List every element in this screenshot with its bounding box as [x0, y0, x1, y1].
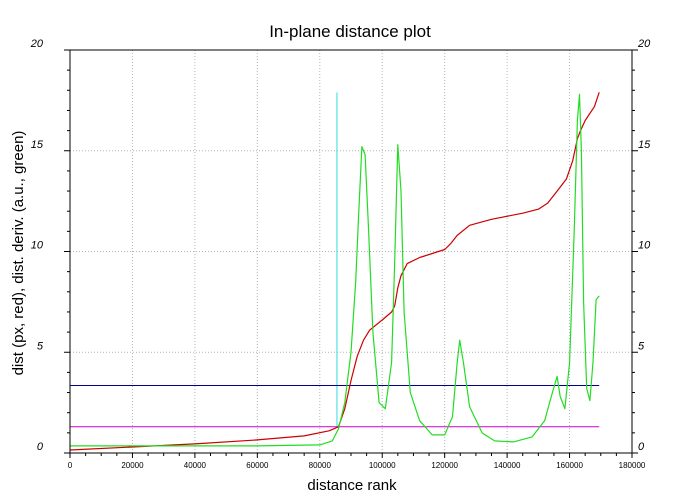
x-tick-label: 40000	[184, 461, 207, 470]
x-tick-label: 100000	[369, 461, 396, 470]
chart-title: In-plane distance plot	[269, 22, 431, 41]
plot-series	[69, 92, 600, 451]
x-tick-label: 60000	[246, 461, 269, 470]
y-tick-label-left: 0	[37, 441, 44, 453]
series-line-0	[69, 92, 600, 451]
y-tick-label-right: 15	[638, 139, 651, 151]
x-tick-label: 120000	[431, 461, 458, 470]
y-tick-label-left: 5	[37, 340, 44, 352]
x-tick-label: 20000	[121, 461, 144, 470]
x-tick-label: 140000	[494, 461, 521, 470]
x-axis-label: distance rank	[307, 477, 397, 494]
series-line-1	[70, 93, 600, 447]
x-tick-label: 80000	[309, 461, 332, 470]
y-axis-label: dist (px, red), dist. deriv. (a.u., gree…	[10, 131, 27, 376]
x-tick-label: 0	[68, 461, 73, 470]
x-tick-label: 160000	[556, 461, 583, 470]
y-tick-label-left: 20	[30, 38, 44, 50]
y-tick-label-left: 10	[31, 240, 44, 252]
plot-frame	[69, 49, 633, 454]
y-tick-label-left: 15	[31, 139, 44, 151]
x-tick-label: 180000	[619, 461, 646, 470]
y-tick-label-right: 0	[638, 441, 645, 453]
axis-ticks: 0 20000 40000 60000 80000 100000 120000 140000 1…	[30, 38, 651, 470]
y-tick-label-right: 10	[638, 240, 651, 252]
y-tick-label-right: 5	[638, 340, 645, 352]
grid	[70, 50, 632, 453]
y-tick-label-right: 20	[637, 38, 651, 50]
